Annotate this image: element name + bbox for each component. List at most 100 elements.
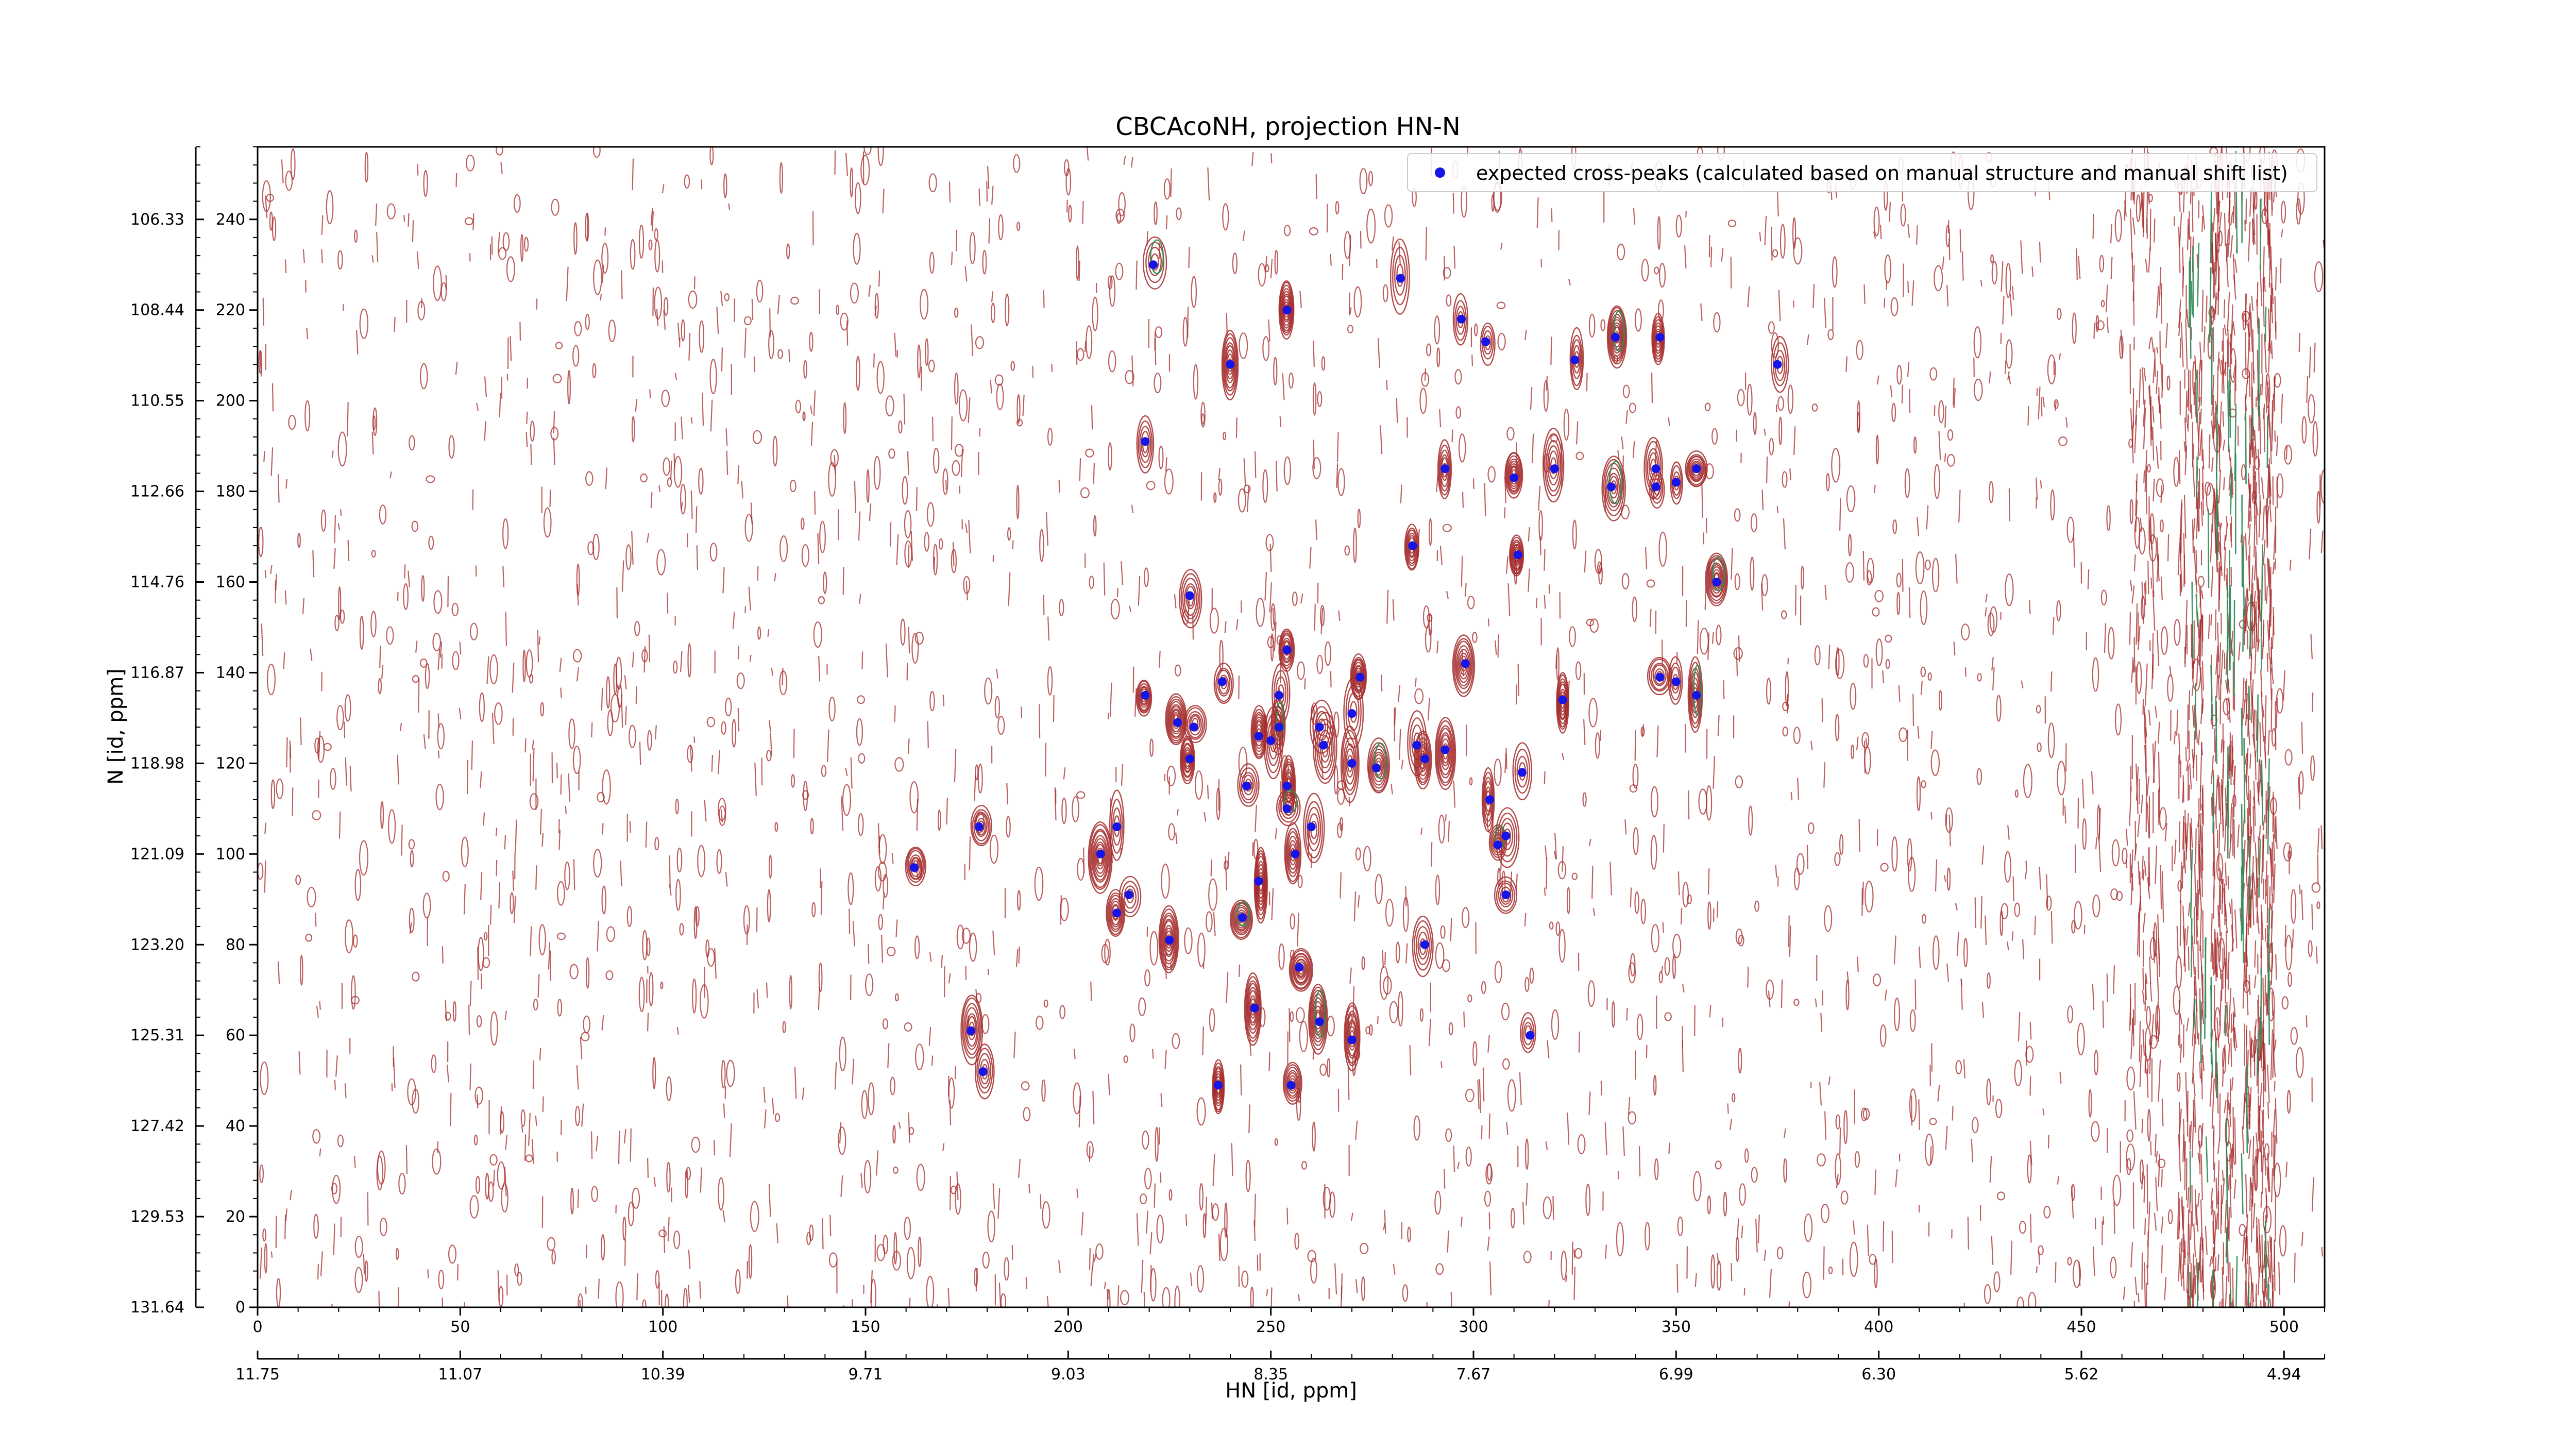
noise-contour	[557, 881, 565, 906]
noise-contour	[1123, 1055, 1128, 1064]
noise-contour	[623, 1128, 626, 1144]
noise-contour	[1892, 519, 1897, 534]
noise-contour	[336, 705, 344, 731]
noise-contour	[1592, 908, 1595, 916]
noise-contour	[1896, 572, 1902, 588]
noise-contour	[585, 957, 590, 989]
noise-contour	[2071, 920, 2076, 934]
noise-contour	[2248, 372, 2251, 397]
noise-contour	[515, 819, 517, 852]
noise-contour	[266, 663, 276, 696]
noise-contour	[2225, 931, 2228, 980]
noise-contour	[774, 822, 778, 832]
noise-contour	[2262, 814, 2266, 831]
noise-contour	[2258, 585, 2261, 621]
noise-contour	[1546, 376, 1548, 391]
noise-contour	[455, 361, 458, 375]
negative-contour	[2196, 457, 2198, 500]
noise-contour	[2073, 534, 2075, 568]
noise-contour	[2132, 217, 2136, 235]
noise-contour	[2259, 406, 2262, 454]
noise-contour	[1138, 997, 1146, 1016]
noise-contour	[2091, 1121, 2100, 1142]
noise-contour	[852, 1058, 855, 1085]
peak-contour	[1543, 428, 1565, 503]
noise-contour	[1723, 1191, 1727, 1217]
noise-contour	[2229, 1154, 2232, 1189]
noise-contour	[377, 1150, 386, 1185]
noise-contour	[596, 1136, 599, 1152]
noise-contour	[667, 1217, 670, 1242]
noise-contour	[1633, 208, 1636, 225]
noise-contour	[795, 399, 801, 414]
noise-contour	[952, 460, 960, 476]
noise-contour	[1129, 605, 1131, 613]
noise-contour	[856, 356, 860, 391]
noise-contour	[1921, 780, 1926, 788]
noise-contour	[1273, 357, 1278, 386]
peak-contour	[1367, 737, 1390, 794]
noise-contour	[1785, 671, 1789, 706]
noise-contour	[1835, 1114, 1841, 1130]
noise-contour	[1795, 585, 1797, 616]
noise-contour	[2251, 621, 2253, 649]
noise-contour	[2254, 940, 2257, 968]
noise-contour	[2259, 265, 2263, 307]
peak-contour	[1509, 534, 1524, 577]
noise-contour	[2248, 222, 2251, 262]
noise-contour	[2150, 518, 2153, 550]
noise-contour	[1409, 1044, 1412, 1075]
noise-contour	[1823, 762, 1826, 788]
noise-contour	[1617, 450, 1620, 460]
noise-contour	[675, 798, 679, 815]
noise-contour	[1869, 1254, 1876, 1265]
noise-contour	[262, 297, 264, 326]
noise-contour	[2186, 925, 2189, 946]
noise-contour	[1944, 406, 1946, 428]
noise-contour	[1632, 596, 1638, 622]
noise-contour	[1519, 1072, 1522, 1105]
peak-contour	[1345, 1010, 1359, 1064]
noise-contour	[1634, 308, 1642, 332]
noise-contour	[1776, 1246, 1784, 1260]
noise-contour	[2188, 690, 2190, 720]
noise-contour	[1825, 473, 1830, 492]
negative-contour	[2189, 1151, 2191, 1203]
noise-contour	[2131, 426, 2134, 464]
noise-contour	[505, 1134, 508, 1150]
noise-contour	[2179, 337, 2181, 359]
noise-contour	[1924, 1133, 1934, 1166]
peak-contour	[1494, 876, 1517, 914]
noise-contour	[2130, 408, 2132, 429]
noise-contour	[1917, 517, 1920, 536]
noise-contour	[845, 153, 848, 176]
noise-contour	[790, 296, 799, 305]
noise-contour	[894, 332, 897, 357]
noise-contour	[1391, 784, 1393, 795]
noise-contour	[1863, 284, 1866, 304]
noise-contour	[512, 870, 514, 891]
noise-contour	[435, 783, 444, 811]
noise-contour	[1058, 1260, 1061, 1273]
noise-contour	[1734, 508, 1741, 522]
legend: expected cross-peaks (calculated based o…	[1407, 153, 2317, 192]
noise-contour	[2215, 779, 2218, 815]
noise-contour	[1900, 204, 1906, 227]
noise-contour	[394, 317, 396, 332]
noise-contour	[474, 1086, 483, 1105]
noise-contour	[526, 649, 533, 678]
noise-contour	[801, 517, 805, 530]
noise-contour	[2249, 829, 2252, 845]
noise-contour	[1477, 1079, 1480, 1110]
noise-contour	[2234, 259, 2238, 273]
x-index-axis: 0 50 100 150 200 250 300 350 400 450 500	[252, 1307, 2325, 1336]
n-ppm-tick-label: 125.31	[130, 1026, 184, 1044]
noise-contour	[2131, 660, 2134, 683]
noise-contour	[1989, 481, 1994, 503]
noise-contour	[1856, 340, 1863, 360]
noise-contour	[1961, 624, 1970, 641]
cross-peak-marker	[1408, 541, 1417, 550]
noise-contour	[1947, 429, 1954, 441]
noise-contour	[1955, 1060, 1962, 1075]
noise-contour	[656, 549, 666, 576]
